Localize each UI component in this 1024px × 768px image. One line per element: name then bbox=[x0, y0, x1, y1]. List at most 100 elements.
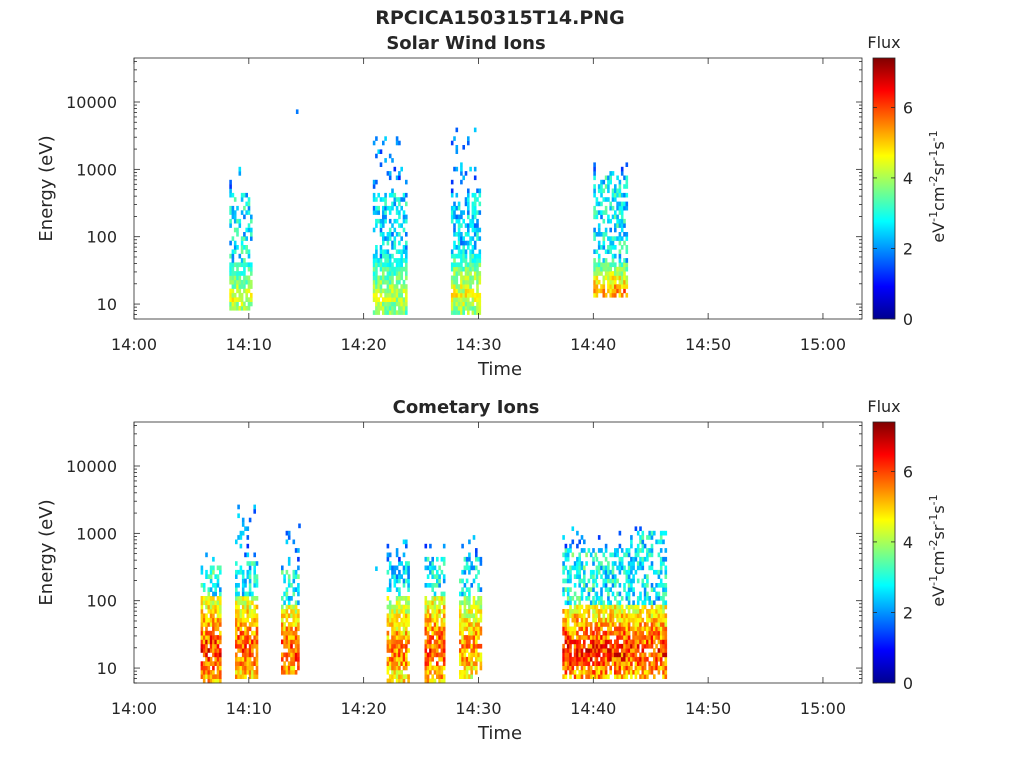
flux-cell bbox=[627, 648, 631, 653]
flux-cell bbox=[431, 665, 434, 671]
flux-cell bbox=[244, 622, 247, 627]
flux-cell bbox=[237, 622, 240, 627]
flux-cell bbox=[202, 622, 206, 627]
flux-cell bbox=[464, 232, 468, 237]
flux-cell bbox=[442, 661, 446, 666]
flux-cell bbox=[463, 556, 467, 562]
flux-cell bbox=[627, 574, 631, 579]
flux-cell bbox=[607, 630, 610, 636]
flux-cell bbox=[611, 630, 615, 636]
flux-cell bbox=[604, 548, 608, 553]
flux-cell bbox=[478, 249, 482, 254]
flux-cell bbox=[616, 271, 619, 276]
flux-cell bbox=[623, 626, 626, 632]
flux-cell bbox=[467, 245, 470, 250]
flux-cell bbox=[476, 310, 479, 315]
flux-cell bbox=[602, 656, 606, 662]
flux-cell bbox=[597, 643, 601, 649]
flux-cell bbox=[623, 609, 626, 614]
flux-cell bbox=[400, 670, 403, 675]
flux-cell bbox=[384, 158, 387, 163]
flux-cell bbox=[388, 232, 392, 237]
flux-cell bbox=[643, 622, 647, 627]
flux-cell bbox=[283, 609, 286, 614]
flux-cell bbox=[662, 613, 665, 619]
flux-cell bbox=[597, 652, 601, 658]
flux-cell bbox=[641, 556, 645, 562]
flux-cell bbox=[372, 284, 376, 289]
flux-cell bbox=[464, 288, 468, 294]
x-tick-label: 14:50 bbox=[685, 335, 731, 354]
flux-cell bbox=[655, 539, 658, 545]
flux-cell bbox=[623, 192, 626, 198]
flux-cell bbox=[614, 271, 617, 276]
flux-cell bbox=[440, 648, 444, 653]
flux-cell bbox=[247, 201, 251, 207]
flux-cell bbox=[464, 271, 468, 276]
flux-cell bbox=[618, 630, 622, 636]
flux-cell bbox=[595, 596, 599, 601]
flux-cell bbox=[477, 609, 480, 614]
flux-cell bbox=[650, 617, 654, 623]
flux-cell bbox=[405, 266, 408, 272]
flux-cell bbox=[281, 569, 284, 575]
flux-cell bbox=[602, 288, 606, 294]
flux-cell bbox=[657, 652, 661, 658]
flux-cell bbox=[239, 639, 243, 645]
flux-cell bbox=[239, 626, 243, 632]
flux-cell bbox=[587, 648, 591, 653]
flux-cell bbox=[475, 643, 478, 649]
flux-cell bbox=[589, 630, 593, 636]
flux-cell bbox=[391, 310, 394, 315]
flux-cell bbox=[290, 583, 293, 588]
flux-cell bbox=[205, 574, 208, 579]
flux-cell bbox=[467, 292, 470, 298]
flux-cell bbox=[455, 192, 459, 198]
flux-cell bbox=[424, 622, 428, 627]
flux-cell bbox=[607, 656, 610, 662]
flux-cell bbox=[614, 210, 617, 215]
flux-cell bbox=[379, 218, 383, 224]
flux-cell bbox=[607, 214, 610, 220]
flux-cell bbox=[473, 292, 477, 298]
flux-cell bbox=[235, 587, 238, 592]
flux-cell bbox=[618, 569, 622, 575]
flux-cell bbox=[248, 674, 252, 679]
flux-cell bbox=[244, 552, 247, 558]
flux-cell bbox=[465, 635, 469, 640]
flux-cell bbox=[465, 643, 469, 649]
flux-cell bbox=[212, 643, 215, 649]
flux-cell bbox=[607, 574, 610, 579]
flux-cell bbox=[251, 639, 254, 645]
flux-cell bbox=[442, 556, 446, 562]
flux-cell bbox=[241, 648, 245, 653]
flux-cell bbox=[471, 279, 475, 285]
flux-cell bbox=[246, 635, 250, 640]
flux-cell bbox=[627, 665, 631, 671]
flux-cell bbox=[205, 648, 208, 653]
flux-cell bbox=[664, 665, 668, 671]
flux-cell bbox=[433, 604, 437, 610]
flux-cell bbox=[398, 635, 401, 640]
flux-cell bbox=[386, 310, 390, 315]
flux-cell bbox=[450, 301, 454, 307]
flux-cell bbox=[593, 166, 596, 172]
flux-cell bbox=[602, 240, 606, 246]
flux-cell bbox=[636, 617, 640, 623]
flux-cell bbox=[281, 613, 284, 619]
flux-cell bbox=[246, 661, 250, 666]
flux-cell bbox=[464, 279, 468, 285]
flux-cell bbox=[251, 643, 254, 649]
flux-cell bbox=[231, 305, 235, 311]
flux-cell bbox=[395, 670, 399, 675]
flux-cell bbox=[650, 661, 654, 666]
flux-cell bbox=[639, 561, 642, 566]
flux-cell bbox=[453, 223, 456, 228]
flux-cell bbox=[393, 648, 397, 653]
flux-cell bbox=[611, 565, 615, 571]
flux-cell bbox=[623, 630, 626, 636]
flux-cell bbox=[229, 292, 232, 298]
flux-cell bbox=[238, 271, 242, 276]
flux-cell bbox=[650, 561, 654, 566]
flux-cell bbox=[372, 271, 376, 276]
